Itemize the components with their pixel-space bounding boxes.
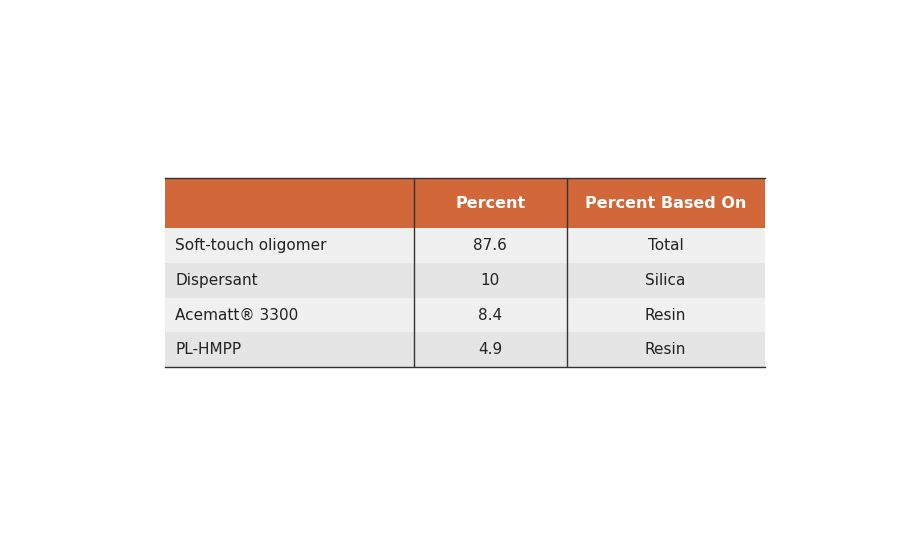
Bar bbox=[567, 228, 765, 263]
Bar bbox=[414, 332, 567, 367]
Text: PL-HMPP: PL-HMPP bbox=[176, 342, 241, 358]
Text: 4.9: 4.9 bbox=[478, 342, 502, 358]
Bar bbox=[567, 332, 765, 367]
Text: Percent Based On: Percent Based On bbox=[585, 196, 746, 211]
Bar bbox=[567, 298, 765, 332]
Bar bbox=[165, 228, 414, 263]
Bar bbox=[414, 228, 567, 263]
Bar bbox=[165, 298, 414, 332]
Bar bbox=[567, 263, 765, 298]
Text: Acematt® 3300: Acematt® 3300 bbox=[176, 307, 299, 322]
Text: Total: Total bbox=[648, 238, 684, 253]
Text: Resin: Resin bbox=[645, 307, 687, 322]
Bar bbox=[414, 178, 567, 228]
Bar bbox=[165, 263, 414, 298]
Bar bbox=[165, 332, 414, 367]
Text: Percent: Percent bbox=[455, 196, 526, 211]
Text: 87.6: 87.6 bbox=[473, 238, 508, 253]
Bar bbox=[165, 178, 414, 228]
Text: Soft-touch oligomer: Soft-touch oligomer bbox=[176, 238, 327, 253]
Bar bbox=[567, 178, 765, 228]
Text: 8.4: 8.4 bbox=[478, 307, 502, 322]
Text: Silica: Silica bbox=[645, 273, 686, 288]
Bar bbox=[414, 263, 567, 298]
Bar bbox=[414, 298, 567, 332]
Text: Resin: Resin bbox=[645, 342, 687, 358]
Text: 10: 10 bbox=[481, 273, 500, 288]
Text: Dispersant: Dispersant bbox=[176, 273, 258, 288]
